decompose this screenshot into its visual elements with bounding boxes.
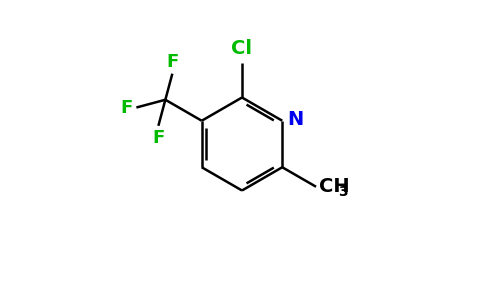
Text: F: F — [152, 129, 165, 147]
Text: N: N — [287, 110, 304, 129]
Text: CH: CH — [319, 177, 349, 196]
Text: 3: 3 — [338, 184, 348, 199]
Text: F: F — [166, 53, 179, 71]
Text: Cl: Cl — [231, 40, 253, 58]
Text: F: F — [121, 98, 133, 116]
